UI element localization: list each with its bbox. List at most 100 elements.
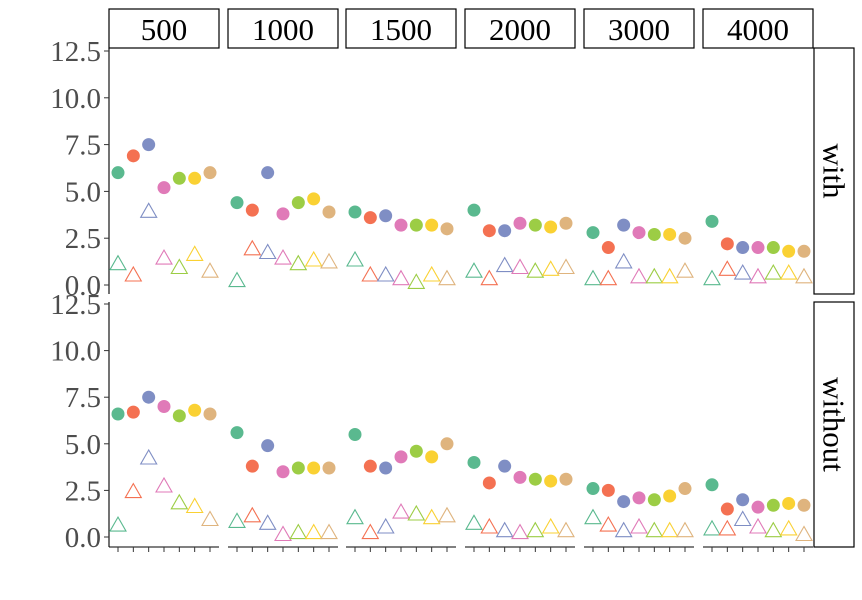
triangle-point-series-7 (676, 262, 694, 278)
circle-point-series-3 (617, 495, 631, 509)
circle-point-series-1 (467, 455, 481, 469)
circle-point-series-2 (601, 241, 615, 255)
triangle-point-series-6 (541, 260, 560, 276)
circle-point-series-7 (797, 498, 811, 512)
triangle-point-series-4 (155, 248, 173, 265)
row-strips: with without (813, 47, 855, 548)
y-tick-label: 10.0 (50, 83, 101, 115)
y-tick-label: 2.5 (65, 223, 101, 255)
triangle-point-series-4 (511, 523, 529, 540)
column-strip-label: 500 (141, 12, 188, 47)
y-tick-label: 2.5 (65, 475, 101, 507)
column-strip-label: 1500 (370, 12, 432, 47)
circle-point-series-7 (203, 407, 217, 421)
column-strip-1500: 1500 (345, 8, 457, 49)
triangle-point-series-4 (274, 248, 292, 265)
circle-point-series-7 (797, 244, 811, 258)
panel-with-2000 (465, 203, 575, 286)
triangle-point-series-7 (557, 258, 575, 275)
panel-without-2000 (465, 455, 575, 540)
triangle-point-series-7 (201, 510, 219, 527)
circle-point-series-5 (172, 171, 186, 185)
panel-with-500 (109, 138, 219, 282)
triangle-point-series-4 (630, 517, 648, 534)
circle-point-series-2 (363, 211, 377, 225)
triangle-point-series-3 (376, 517, 395, 534)
triangle-point-series-2 (718, 519, 737, 536)
circle-point-series-1 (467, 203, 481, 217)
circle-point-series-4 (157, 400, 171, 414)
panel-without-1500 (346, 427, 456, 540)
circle-point-series-3 (498, 224, 512, 238)
circle-point-series-7 (322, 461, 336, 475)
circle-point-series-3 (142, 138, 156, 152)
circle-point-series-6 (188, 403, 202, 417)
triangle-point-series-2 (480, 517, 499, 534)
y-tick-label: 5.0 (65, 429, 101, 461)
triangle-point-series-1 (703, 269, 721, 286)
triangle-point-series-6 (779, 519, 798, 536)
circle-point-series-3 (498, 459, 512, 473)
triangle-point-series-5 (407, 504, 426, 521)
circle-point-series-5 (291, 196, 305, 210)
circle-point-series-4 (751, 500, 765, 514)
circle-point-series-4 (276, 465, 290, 479)
triangle-point-series-2 (243, 506, 262, 523)
triangle-point-series-6 (660, 267, 679, 284)
triangle-point-series-7 (201, 262, 219, 278)
triangle-point-series-3 (614, 521, 633, 538)
circle-point-series-7 (203, 166, 217, 180)
triangle-point-series-3 (258, 243, 277, 260)
triangle-point-series-2 (599, 515, 618, 532)
circle-point-series-7 (559, 216, 573, 230)
circle-point-series-5 (647, 227, 661, 241)
triangle-point-series-4 (392, 502, 410, 519)
triangle-point-series-7 (320, 523, 338, 540)
triangle-point-series-3 (614, 252, 633, 269)
triangle-point-series-1 (346, 508, 364, 525)
row-strip-label: with (817, 143, 852, 199)
circle-point-series-6 (544, 220, 558, 234)
panel-with-1500 (346, 205, 456, 289)
circle-point-series-4 (276, 207, 290, 221)
triangle-point-series-1 (465, 514, 483, 530)
triangle-point-series-1 (109, 254, 127, 271)
triangle-point-series-2 (480, 269, 499, 286)
triangle-point-series-7 (320, 252, 338, 269)
circle-point-series-5 (409, 444, 423, 458)
column-strip-box (227, 8, 339, 49)
triangle-point-series-2 (243, 239, 262, 256)
circle-point-series-7 (440, 222, 454, 236)
triangle-point-series-6 (660, 521, 679, 538)
circle-point-series-3 (261, 166, 275, 180)
circle-point-series-4 (632, 226, 646, 240)
x-axis-1000 (228, 546, 338, 552)
triangle-point-series-4 (749, 267, 767, 284)
circle-point-series-6 (782, 496, 796, 510)
circle-point-series-3 (379, 461, 393, 475)
triangle-point-series-6 (779, 263, 798, 280)
triangle-point-series-6 (304, 523, 323, 540)
y-tick-label: 12.5 (50, 36, 101, 68)
triangle-point-series-4 (749, 517, 767, 534)
triangle-point-series-7 (676, 521, 694, 538)
circle-point-series-5 (766, 498, 780, 512)
triangle-point-series-5 (289, 254, 308, 271)
circle-point-series-2 (482, 476, 496, 490)
triangle-point-series-6 (541, 517, 560, 534)
circle-point-series-4 (513, 216, 527, 230)
triangle-point-series-6 (304, 250, 323, 267)
triangle-point-series-5 (170, 258, 189, 275)
x-axes (109, 546, 813, 552)
x-axis-4000 (703, 546, 813, 552)
triangle-point-series-4 (155, 476, 173, 493)
circle-point-series-5 (766, 241, 780, 255)
circle-point-series-2 (720, 237, 734, 251)
triangle-point-series-1 (584, 269, 602, 286)
circle-point-series-4 (394, 218, 408, 232)
circle-point-series-1 (348, 205, 362, 219)
triangle-point-series-6 (185, 245, 204, 261)
circle-point-series-6 (663, 489, 677, 503)
circle-point-series-1 (111, 166, 125, 180)
column-strip-box (108, 8, 220, 49)
